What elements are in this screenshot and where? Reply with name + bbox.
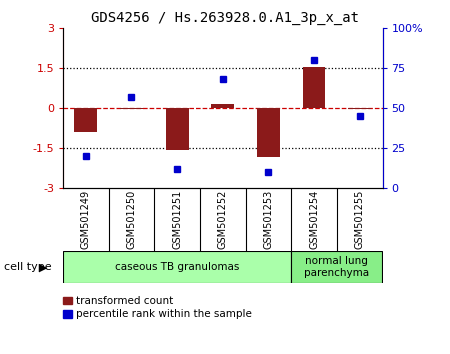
Bar xyxy=(291,251,382,283)
Bar xyxy=(166,108,189,150)
Legend: transformed count, percentile rank within the sample: transformed count, percentile rank withi… xyxy=(59,292,256,324)
Bar xyxy=(302,67,325,108)
Text: GSM501253: GSM501253 xyxy=(263,190,274,249)
Text: normal lung
parenchyma: normal lung parenchyma xyxy=(304,256,369,278)
Bar xyxy=(120,108,143,109)
Text: GSM501252: GSM501252 xyxy=(218,190,228,249)
Text: ▶: ▶ xyxy=(39,262,47,272)
Text: caseous TB granulomas: caseous TB granulomas xyxy=(115,262,239,272)
Text: GSM501249: GSM501249 xyxy=(81,190,91,249)
Text: GSM501250: GSM501250 xyxy=(126,190,136,249)
Bar xyxy=(212,104,234,108)
Bar xyxy=(63,251,291,283)
Bar xyxy=(74,108,97,132)
Text: GSM501251: GSM501251 xyxy=(172,190,182,249)
Bar xyxy=(348,108,371,109)
Text: GDS4256 / Hs.263928.0.A1_3p_x_at: GDS4256 / Hs.263928.0.A1_3p_x_at xyxy=(91,11,359,25)
Text: GSM501254: GSM501254 xyxy=(309,190,319,249)
Text: GSM501255: GSM501255 xyxy=(355,190,365,249)
Bar xyxy=(257,108,280,157)
Text: cell type: cell type xyxy=(4,262,52,272)
